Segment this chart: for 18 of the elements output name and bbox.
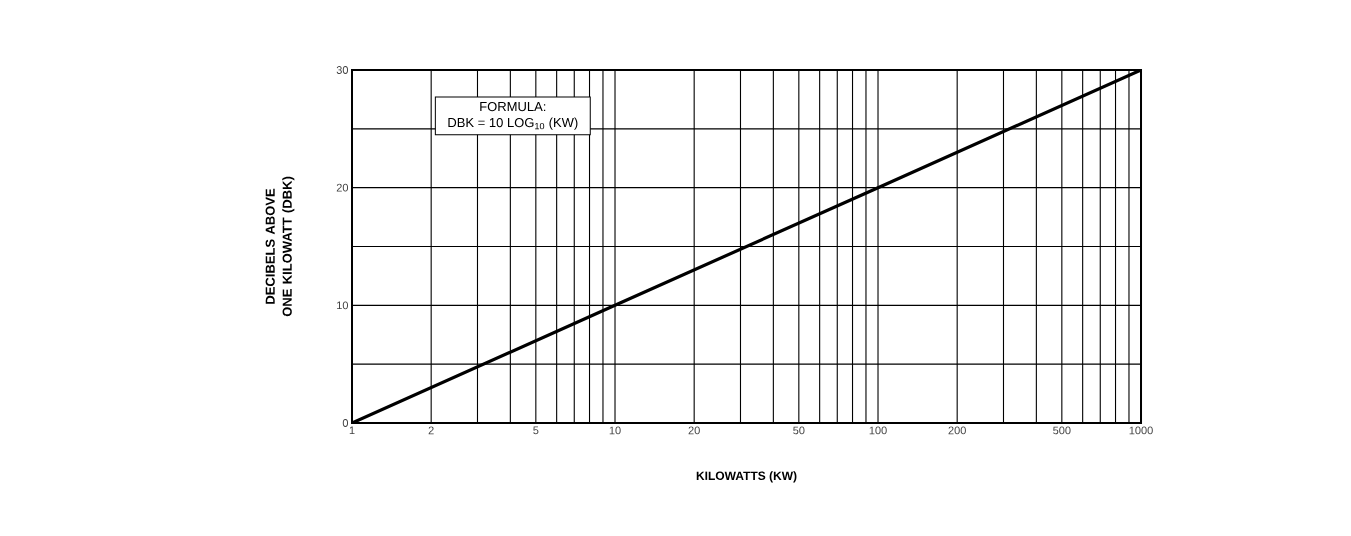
x-tick-label: 2 <box>428 426 434 435</box>
x-tick-label: 5 <box>533 426 539 435</box>
y-tick-label: 20 <box>336 183 349 192</box>
x-tick-label: 20 <box>688 426 700 435</box>
x-tick-label: 200 <box>948 426 966 435</box>
y-tick-label: 10 <box>337 301 349 310</box>
y-axis-title: DECIBELS ABOVE ONE KILOWATT (DBK) <box>265 176 295 317</box>
x-tick-label: 500 <box>1053 426 1071 435</box>
x-tick-label: 100 <box>869 426 887 435</box>
annotation: DBK = 10 LOG$_{10}$ (KW) <box>448 117 578 130</box>
y-tick-label: 30 <box>336 66 349 74</box>
x-tick-label: 50 <box>793 426 805 435</box>
x-tick-label: 1000 <box>1129 426 1153 435</box>
x-axis-title: KILOWATTS (KW) <box>696 471 797 483</box>
y-tick-label: 0 <box>342 419 349 427</box>
annotation: FORMULA: <box>480 101 546 112</box>
x-tick-label: 1 <box>349 426 355 435</box>
x-tick-label: 10 <box>609 426 621 435</box>
